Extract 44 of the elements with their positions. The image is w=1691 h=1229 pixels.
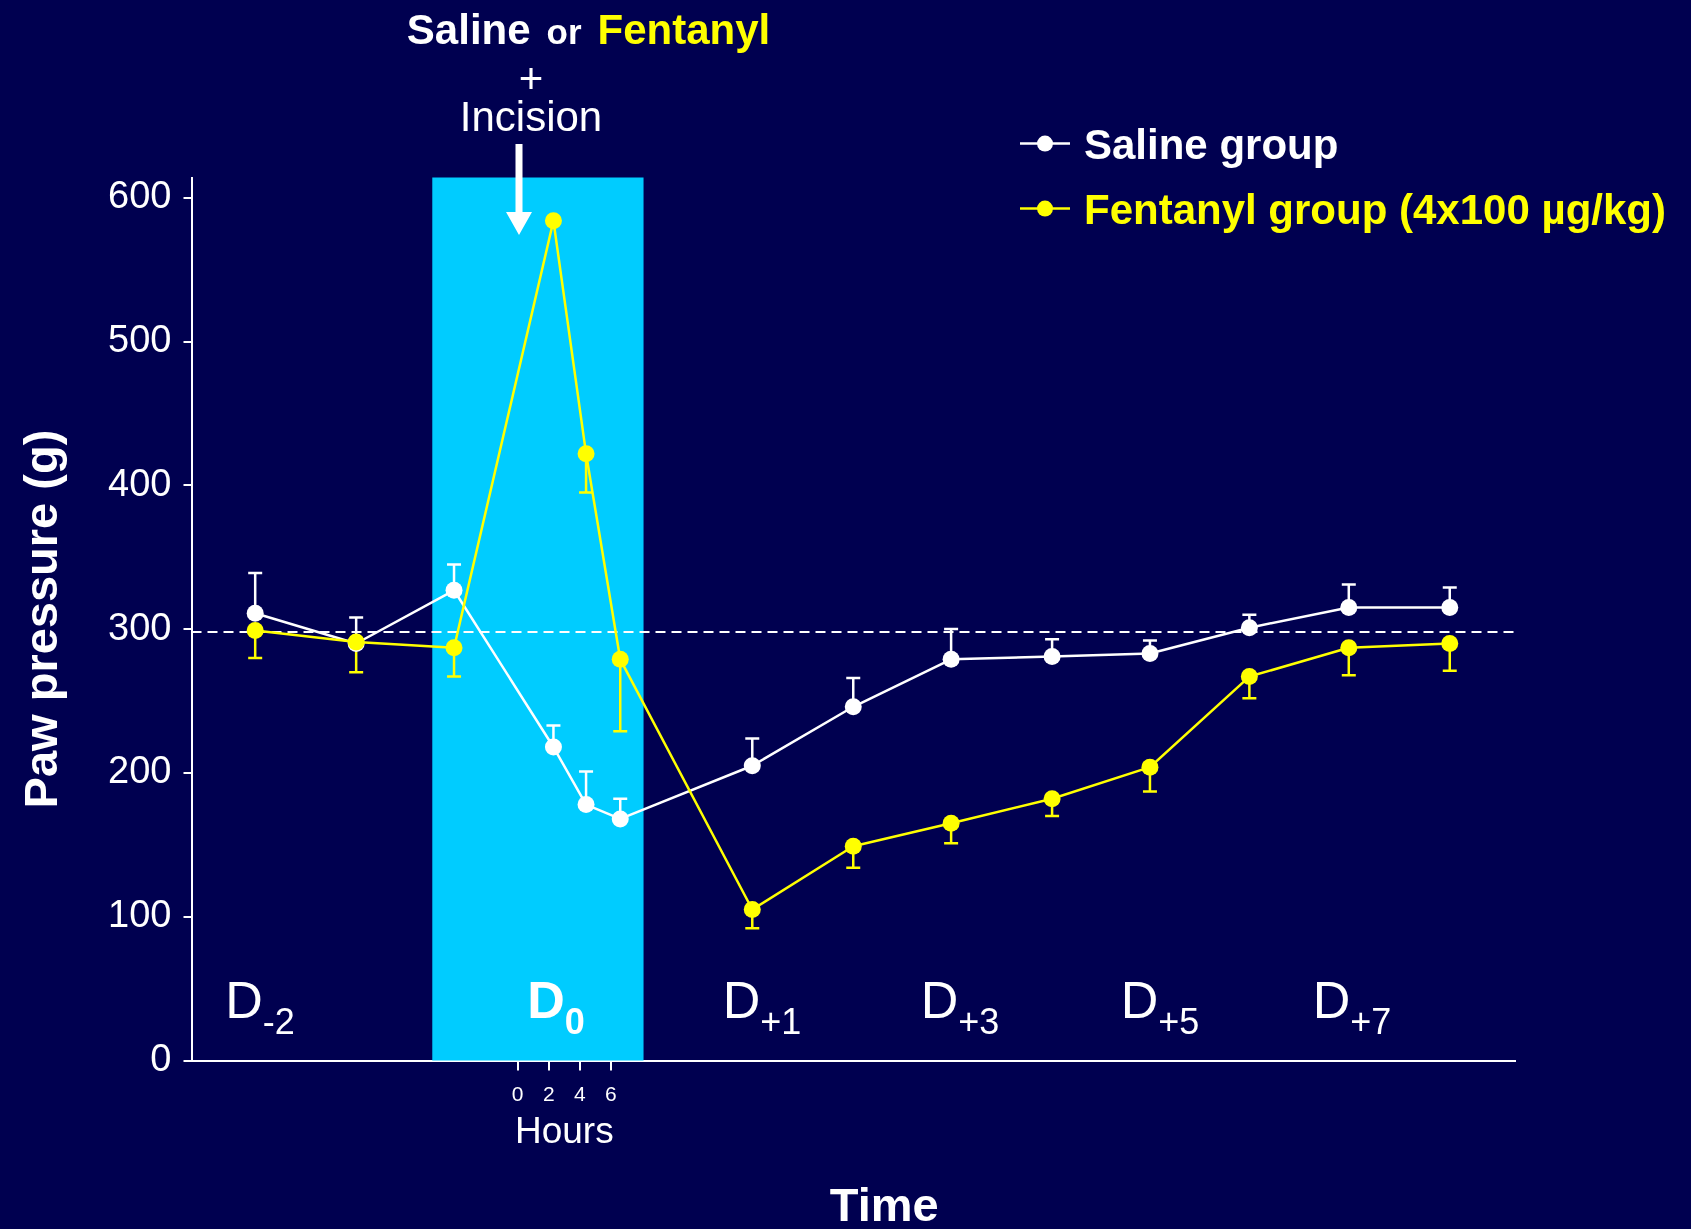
point [611,650,629,668]
y-axis-title: Paw pressure (g) [14,429,67,809]
point [445,581,463,599]
point [577,445,595,463]
chart-title: Saline or Fentanyl [406,6,771,53]
point [743,901,761,919]
point [1340,639,1358,657]
y-tick-label: 100 [108,893,172,936]
y-tick-label: 0 [150,1036,172,1079]
point [445,639,463,657]
text: Hours [514,1109,614,1151]
y-tick-label: 200 [108,749,172,792]
point [942,650,960,668]
point [577,796,595,814]
point [246,604,264,622]
point [1240,619,1258,637]
point [1441,635,1459,652]
point [544,738,562,756]
x-tick-label: 4 [574,1081,587,1105]
point [1141,645,1159,663]
point [743,757,761,775]
point [1141,758,1159,776]
y-tick-label: 400 [108,461,172,504]
point [844,698,862,716]
point [246,622,264,640]
y-tick-label: 300 [108,605,172,648]
point [611,810,629,828]
x-axis-title: Time [829,1178,939,1229]
legend-label: Saline group [1084,120,1339,168]
point [1043,790,1061,808]
y-tick-label: 600 [108,174,172,217]
x-tick-label: 2 [542,1081,555,1105]
text: + Incision [459,55,603,140]
point [942,814,960,832]
y-tick-label: 500 [108,318,172,361]
point [1240,668,1258,686]
x-tick-label: 0 [511,1081,524,1105]
point [1441,599,1459,617]
point [544,212,562,230]
legend-label: Fentanyl group (4x100 µg/kg) [1084,185,1666,233]
point [844,837,862,855]
point [1043,647,1061,665]
point [1340,599,1358,617]
x-tick-label: 6 [605,1081,617,1105]
